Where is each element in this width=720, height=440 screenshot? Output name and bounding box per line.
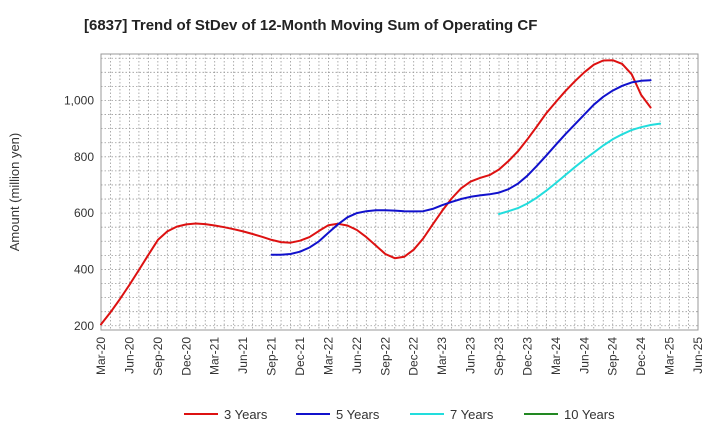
y-tick-label: 800 bbox=[74, 150, 94, 164]
x-tick-label: Dec-22 bbox=[407, 337, 421, 376]
y-tick-label: 1,000 bbox=[64, 93, 94, 107]
x-tick-label: Mar-25 bbox=[663, 337, 677, 375]
x-tick-label: Sep-20 bbox=[151, 337, 165, 376]
x-tick-label: Mar-20 bbox=[94, 337, 108, 375]
legend-label: 7 Years bbox=[450, 407, 494, 422]
x-tick-label: Mar-24 bbox=[549, 337, 563, 375]
x-tick-label: Jun-23 bbox=[464, 337, 478, 374]
x-tick-label: Jun-22 bbox=[350, 337, 364, 374]
x-tick-label: Sep-22 bbox=[378, 337, 392, 376]
legend-label: 5 Years bbox=[336, 407, 380, 422]
x-tick-label: Jun-21 bbox=[236, 337, 250, 374]
y-tick-label: 600 bbox=[74, 206, 94, 220]
x-tick-label: Mar-21 bbox=[208, 337, 222, 375]
x-tick-label: Dec-21 bbox=[293, 337, 307, 376]
series-lines bbox=[100, 59, 662, 326]
grid bbox=[101, 54, 698, 330]
y-tick-labels: 200 400 600 800 1,000 bbox=[64, 93, 94, 332]
y-tick-label: 400 bbox=[74, 262, 94, 276]
x-tick-label: Dec-23 bbox=[520, 337, 534, 376]
x-tick-label: Mar-22 bbox=[321, 337, 335, 375]
series-line-5-years bbox=[270, 79, 652, 256]
y-tick-label: 200 bbox=[74, 319, 94, 333]
series-line-3-years bbox=[100, 59, 652, 326]
x-tick-labels: Mar-20 Jun-20 Sep-20 Dec-20 Mar-21 Jun-21 Sep-… bbox=[94, 337, 705, 376]
y-axis-title: Amount (million yen) bbox=[7, 133, 22, 252]
x-tick-label: Jun-20 bbox=[122, 337, 136, 374]
chart-title: [6837] Trend of StDev of 12-Month Moving… bbox=[84, 17, 537, 34]
plot-area bbox=[100, 53, 699, 331]
x-tick-label: Sep-24 bbox=[606, 337, 620, 376]
legend-label: 10 Years bbox=[564, 407, 615, 422]
legend-label: 3 Years bbox=[224, 407, 268, 422]
x-tick-label: Jun-24 bbox=[577, 337, 591, 374]
x-tick-label: Dec-24 bbox=[634, 337, 648, 376]
x-tick-label: Sep-23 bbox=[492, 337, 506, 376]
x-tick-label: Sep-21 bbox=[265, 337, 279, 376]
series-line-7-years bbox=[498, 122, 662, 215]
x-tick-label: Mar-23 bbox=[435, 337, 449, 375]
x-tick-label: Jun-25 bbox=[691, 337, 705, 374]
x-tick-label: Dec-20 bbox=[179, 337, 193, 376]
legend: 3 Years 5 Years 7 Years 10 Years bbox=[184, 407, 615, 422]
